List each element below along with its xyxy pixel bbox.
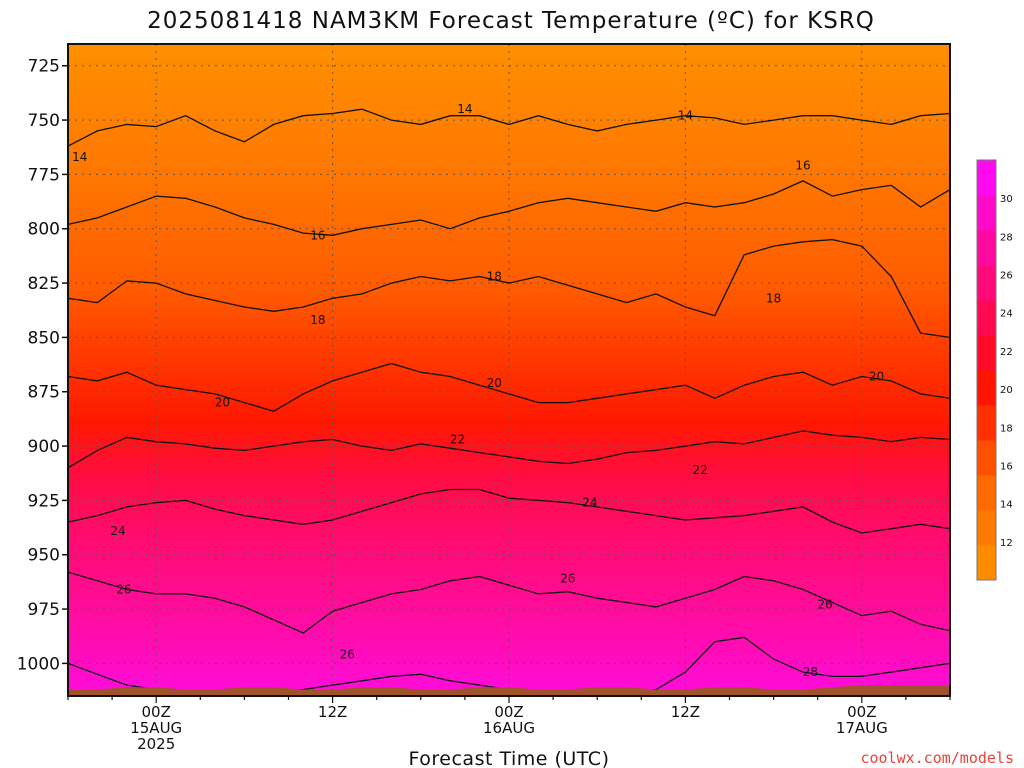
contour-label: 18	[487, 270, 502, 284]
colorbar-tick-label: 20	[1000, 385, 1013, 396]
chart-title: 2025081418 NAM3KM Forecast Temperature (…	[147, 8, 875, 34]
contour-label: 16	[310, 228, 325, 242]
contour-22	[68, 430, 950, 469]
y-tick-label: 800	[28, 220, 60, 240]
y-tick-label: 1000	[17, 654, 60, 674]
x-tick-label: 15AUG	[130, 719, 182, 737]
contour-labels: 14 14 14 16 16 18 18 18 20 20 20 22 22 24 24 26 26 26 26 28	[72, 102, 884, 679]
contour-label: 22	[450, 433, 465, 447]
colorbar-segment	[977, 545, 996, 581]
colorbar-frame	[976, 159, 997, 581]
colorbar-segment	[977, 370, 996, 406]
contour-label: 24	[582, 496, 597, 510]
contour-label: 16	[795, 159, 810, 173]
colorbar-tick-label: 16	[1000, 461, 1013, 472]
contour-label: 20	[215, 396, 230, 410]
contour-label: 20	[869, 370, 884, 384]
x-tick-label: 00Z	[142, 703, 171, 721]
contour-label: 26	[560, 572, 575, 586]
colorbar-tick-label: 30	[1000, 194, 1013, 205]
colorbar-segment	[977, 265, 996, 301]
colorbar: 12 14 16 18 20 22 24 26 28 30	[976, 159, 1013, 581]
colorbar-tick-label: 14	[1000, 500, 1013, 511]
colorbar-tick-label: 28	[1000, 232, 1013, 243]
contour-label: 26	[340, 648, 355, 662]
x-tick-label: 00Z	[847, 703, 876, 721]
y-tick-label: 725	[28, 57, 60, 77]
y-tick-label: 750	[28, 111, 60, 131]
x-tick-label: 12Z	[318, 703, 347, 721]
contour-label: 18	[310, 313, 325, 327]
x-tick-label: 00Z	[494, 703, 523, 721]
y-tick-label: 825	[28, 274, 60, 294]
contour-label: 14	[678, 109, 693, 123]
contour-label: 18	[766, 291, 781, 305]
ground-area	[68, 685, 950, 696]
contour-label: 26	[116, 583, 131, 597]
x-tick-label: 17AUG	[836, 719, 888, 737]
y-tick-label: 775	[28, 165, 60, 185]
colorbar-tick-label: 22	[1000, 347, 1013, 358]
contour-20	[68, 362, 950, 413]
colorbar-segment	[977, 510, 996, 546]
y-tick-label: 875	[28, 383, 60, 403]
y-axis: 725 750 775 800 825 850 875 900 925 950 975 1000	[17, 57, 68, 674]
colorbar-segment	[977, 405, 996, 441]
ground-surface	[68, 685, 950, 696]
contour-label: 24	[110, 524, 125, 538]
y-tick-label: 850	[28, 328, 60, 348]
contour-label: 22	[692, 463, 707, 477]
y-tick-label: 900	[28, 437, 60, 457]
contour-label: 14	[457, 102, 472, 116]
contour-label: 28	[803, 665, 818, 679]
y-tick-label: 950	[28, 546, 60, 566]
y-tick-label: 925	[28, 491, 60, 511]
colorbar-segment	[977, 160, 996, 196]
colorbar-segment	[977, 475, 996, 511]
colorbar-tick-label: 12	[1000, 538, 1013, 549]
x-tick-label: 12Z	[671, 703, 700, 721]
colorbar-segment	[977, 195, 996, 231]
contour-24	[68, 488, 950, 534]
x-axis-label: Forecast Time (UTC)	[409, 748, 610, 768]
contour-lines	[68, 108, 950, 695]
colorbar-segment	[977, 335, 996, 371]
contour-label: 14	[72, 150, 87, 164]
contour-18	[68, 238, 950, 339]
contour-14	[68, 108, 950, 147]
colorbar-tick-label: 18	[1000, 423, 1013, 434]
x-tick-label: 2025	[137, 735, 175, 753]
contour-label: 20	[487, 376, 502, 390]
contour-26	[68, 571, 950, 634]
plot-area: 14 14 14 16 16 18 18 18 20 20 20 22 22 24 24 26 26 26 26 28	[68, 44, 950, 696]
colorbar-segment	[977, 230, 996, 266]
contour-16	[68, 180, 950, 236]
colorbar-segment	[977, 440, 996, 476]
x-tick-label: 16AUG	[483, 719, 535, 737]
colorbar-segment	[977, 300, 996, 336]
grid	[68, 44, 950, 696]
colorbar-tick-label: 24	[1000, 309, 1013, 320]
colorbar-tick-label: 26	[1000, 271, 1013, 282]
credit-link[interactable]: coolwx.com/models	[860, 749, 1014, 767]
contour-label: 26	[817, 598, 832, 612]
temperature-field	[68, 44, 950, 696]
y-tick-label: 975	[28, 600, 60, 620]
